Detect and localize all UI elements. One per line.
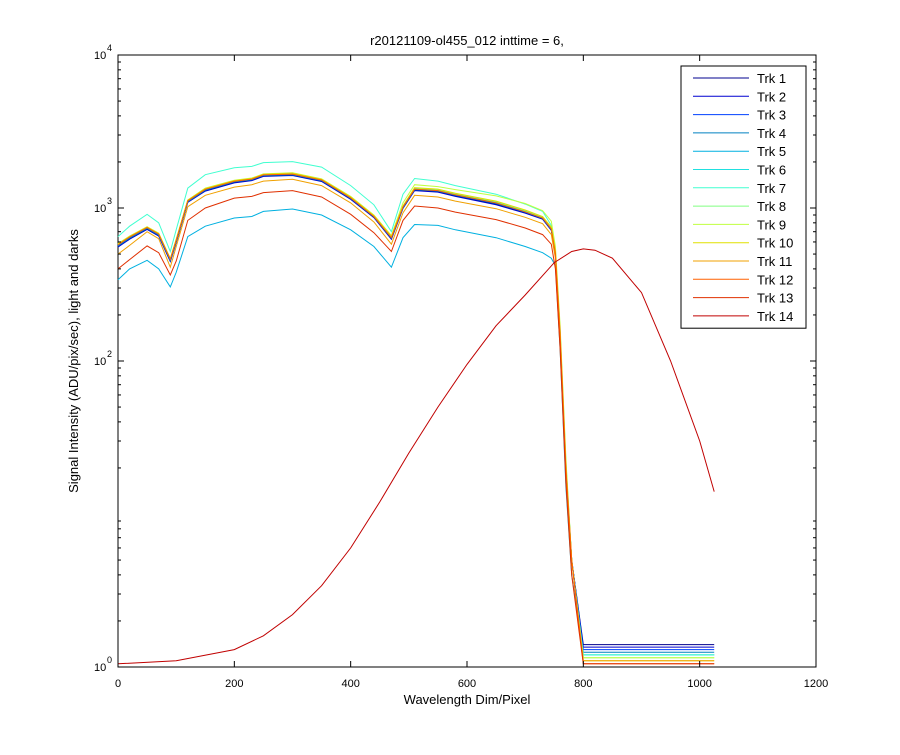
y-tick-label: 10 [94, 662, 106, 674]
y-tick-exponent: 2 [107, 349, 112, 359]
legend-label: Trk 10 [757, 236, 793, 251]
series-line-trk-12 [117, 173, 715, 665]
legend-label: Trk 2 [757, 89, 786, 104]
legend-label: Trk 6 [757, 163, 786, 178]
x-tick-label: 400 [341, 678, 359, 690]
legend-label: Trk 4 [757, 126, 786, 141]
y-tick-label: 10 [94, 50, 106, 62]
series-line-trk-14 [117, 248, 715, 665]
x-tick-label: 1000 [687, 678, 711, 690]
y-axis-label: Signal Intensity (ADU/pix/sec), light an… [66, 229, 81, 493]
y-tick-exponent: 4 [107, 43, 112, 53]
y-tick-label: 10 [94, 356, 106, 368]
legend-label: Trk 5 [757, 144, 786, 159]
legend-label: Trk 1 [757, 71, 786, 86]
x-tick-label: 1200 [804, 678, 828, 690]
chart-title: r20121109-ol455_012 inttime = 6, [370, 33, 564, 48]
legend-label: Trk 11 [757, 254, 792, 269]
x-tick-label: 0 [115, 678, 121, 690]
legend: Trk 1 Trk 2 Trk 3 Trk 4 Trk 5 Trk 6 Trk 7 Trk 8… [680, 65, 807, 329]
legend-label: Trk 12 [757, 272, 793, 287]
x-axis-label: Wavelength Dim/Pixel [404, 692, 531, 707]
legend-label: Trk 14 [757, 309, 793, 324]
legend-label: Trk 13 [757, 291, 793, 306]
legend-label: Trk 8 [757, 199, 786, 214]
series-layer [117, 161, 715, 665]
series-line-trk-13 [117, 190, 715, 665]
x-tick-label: 800 [574, 678, 592, 690]
y-tick-label: 10 [94, 203, 106, 215]
x-tick-label: 600 [458, 678, 476, 690]
legend-box [680, 65, 807, 329]
legend-label: Trk 9 [757, 217, 786, 232]
y-tick-exponent: 0 [107, 655, 112, 665]
x-tick-label: 200 [225, 678, 243, 690]
y-tick-exponent: 3 [107, 196, 112, 206]
legend-label: Trk 7 [757, 181, 786, 196]
legend-label: Trk 3 [757, 108, 786, 123]
